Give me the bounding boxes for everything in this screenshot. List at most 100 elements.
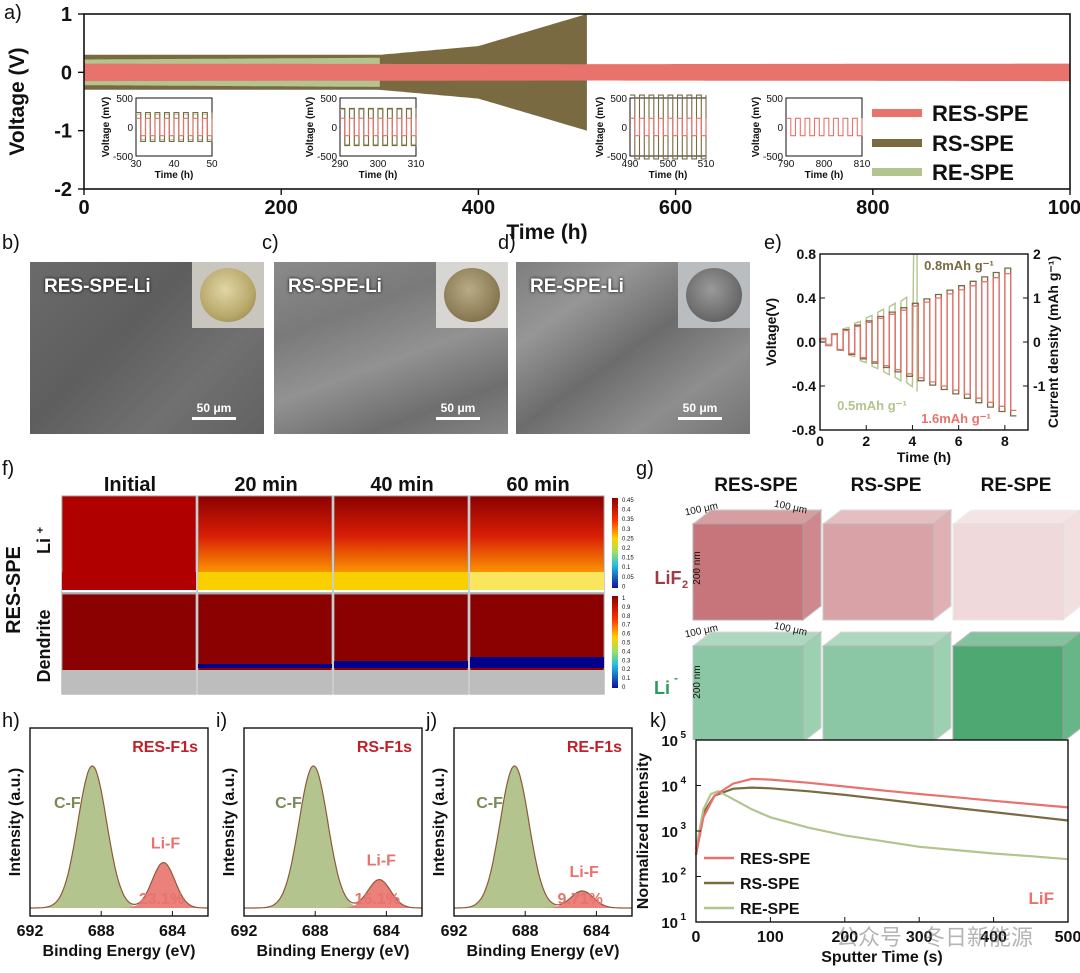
chart-title: RES-F1s — [132, 739, 198, 756]
peak-c-f — [30, 766, 208, 908]
panel-label-f: f) — [2, 458, 15, 480]
simulation-maps: Initial 20 min 40 min 60 min 0.45 0.4 0.35 0.3 0… — [3, 474, 634, 695]
map-region — [198, 590, 332, 592]
dendrite-layer — [198, 664, 332, 668]
series-band-res-spe — [84, 63, 1070, 82]
panel-label-c: c) — [262, 232, 279, 254]
colorbar-tick: 0.05 — [622, 575, 634, 581]
row-label-sub: 2 — [682, 579, 688, 591]
peak-label: C-F — [275, 795, 302, 812]
cube-top — [951, 631, 1080, 647]
legend-label: RE-SPE — [932, 160, 1014, 185]
coin-photo — [192, 262, 264, 328]
column-title: 60 min — [506, 474, 569, 496]
row-label-sup: - — [694, 563, 698, 577]
x-tick-label: 692 — [17, 923, 44, 940]
x-tick-label: 800 — [856, 197, 889, 219]
inset-y-tick: 500 — [320, 94, 337, 105]
x-tick-label: 200 — [831, 929, 858, 946]
panel-label-h: h) — [2, 710, 20, 732]
cube-lif2 — [951, 509, 1080, 622]
cube-face — [822, 645, 934, 740]
cube-face — [952, 523, 1064, 621]
row-label-li: Li — [654, 678, 670, 698]
y-axis-label: Intensity (a.u.) — [7, 768, 24, 876]
scale-bar: 50 μm — [192, 401, 236, 420]
colorbar-tick: 0 — [622, 584, 626, 590]
plot-frame — [83, 13, 1071, 190]
inset-y-tick: 0 — [621, 123, 627, 134]
inset-y-label: Voltage (mV) — [751, 97, 762, 157]
inset-x-tick: 790 — [778, 159, 795, 170]
cube-lif2 — [821, 508, 953, 622]
cube-side — [932, 508, 952, 622]
cube-top — [691, 631, 823, 647]
cube-lif2 — [691, 508, 823, 622]
row-label-lif2: LiF — [655, 568, 682, 588]
percent-label: 9.71% — [557, 891, 602, 908]
x-tick-label: 400 — [980, 929, 1007, 946]
cube-side — [802, 508, 822, 622]
colorbar-tick: 0.35 — [622, 517, 634, 523]
inset-y-tick: -500 — [607, 152, 627, 163]
chart-title: RE-F1s — [567, 739, 622, 756]
map-region — [62, 572, 196, 590]
coin-photo — [678, 262, 750, 328]
y2-tick-label: -1 — [1033, 378, 1046, 394]
plot-frame — [453, 727, 633, 917]
y-tick-label: -0.8 — [792, 422, 816, 438]
colorbar-tick: 0.8 — [622, 614, 631, 620]
inset-y-tick: 0 — [331, 123, 337, 134]
colorbar-tick: 0.9 — [622, 605, 631, 611]
x-tick-label: 688 — [88, 923, 115, 940]
cube-side — [1062, 510, 1080, 622]
peak-li-f — [30, 862, 208, 908]
panel-label-b: b) — [2, 232, 20, 254]
colorbar-tick: 0.1 — [622, 676, 631, 682]
x-axis-label: Binding Energy (eV) — [467, 943, 620, 960]
sem-image-rs: RS-SPE-Li 50 μm — [274, 262, 508, 434]
coin-photo — [436, 262, 508, 328]
colorbar-tick: 0.7 — [622, 623, 631, 629]
inset-x-label: Time (h) — [155, 170, 194, 181]
side-label: RES-SPE — [3, 546, 25, 634]
inset-x-tick: 310 — [408, 159, 425, 170]
map-region — [470, 590, 604, 592]
map-region — [334, 590, 468, 592]
y-tick-base: 10 — [661, 870, 678, 887]
y-tick-base: 10 — [661, 779, 678, 796]
scale-bar: 50 μm — [436, 401, 480, 420]
colorbar-tick: 0.2 — [622, 667, 631, 673]
y-axis-label: Intensity (a.u.) — [221, 768, 238, 876]
inset-x-label: Time (h) — [805, 170, 844, 181]
x-tick-label: 2 — [862, 433, 870, 449]
li-electrode — [470, 670, 604, 694]
x-tick-label: 100 — [757, 929, 784, 946]
y-tick-label: -2 — [54, 179, 72, 201]
x-tick-label: 300 — [906, 929, 933, 946]
y-axis-label: Normalized Intensity — [636, 753, 652, 910]
y-tick-exp: 5 — [680, 730, 686, 741]
y-tick-exp: 2 — [680, 867, 686, 878]
series-res-spe — [819, 272, 1017, 412]
y-axis-label: Voltage (V) — [6, 47, 29, 155]
dim-label: 200 nm — [692, 551, 703, 584]
colorbar-tick: 0.4 — [622, 649, 631, 655]
inset-x-tick: 290 — [332, 159, 349, 170]
colorbar-tick: 0.3 — [622, 658, 631, 664]
scale-bar: 50 μm — [678, 401, 722, 420]
peak-li-f — [454, 891, 632, 908]
peak-label: Li-F — [151, 836, 181, 853]
inset-x-tick: 800 — [816, 159, 833, 170]
li-electrode — [62, 670, 196, 694]
watermark: 公众号 · 冬日新能源 — [836, 926, 1033, 951]
inset-y-tick: 500 — [116, 94, 133, 105]
colorbar-tick: 0.15 — [622, 556, 634, 562]
inset-x-tick: 40 — [168, 159, 180, 170]
cube-li — [691, 630, 823, 740]
plot-frame — [243, 727, 423, 917]
colorbar-tick: 0.1 — [622, 565, 631, 571]
sem-image-res: RES-SPE-Li 50 μm — [30, 262, 264, 434]
cube-side — [1062, 632, 1080, 740]
legend-label: RE-SPE — [740, 901, 800, 918]
